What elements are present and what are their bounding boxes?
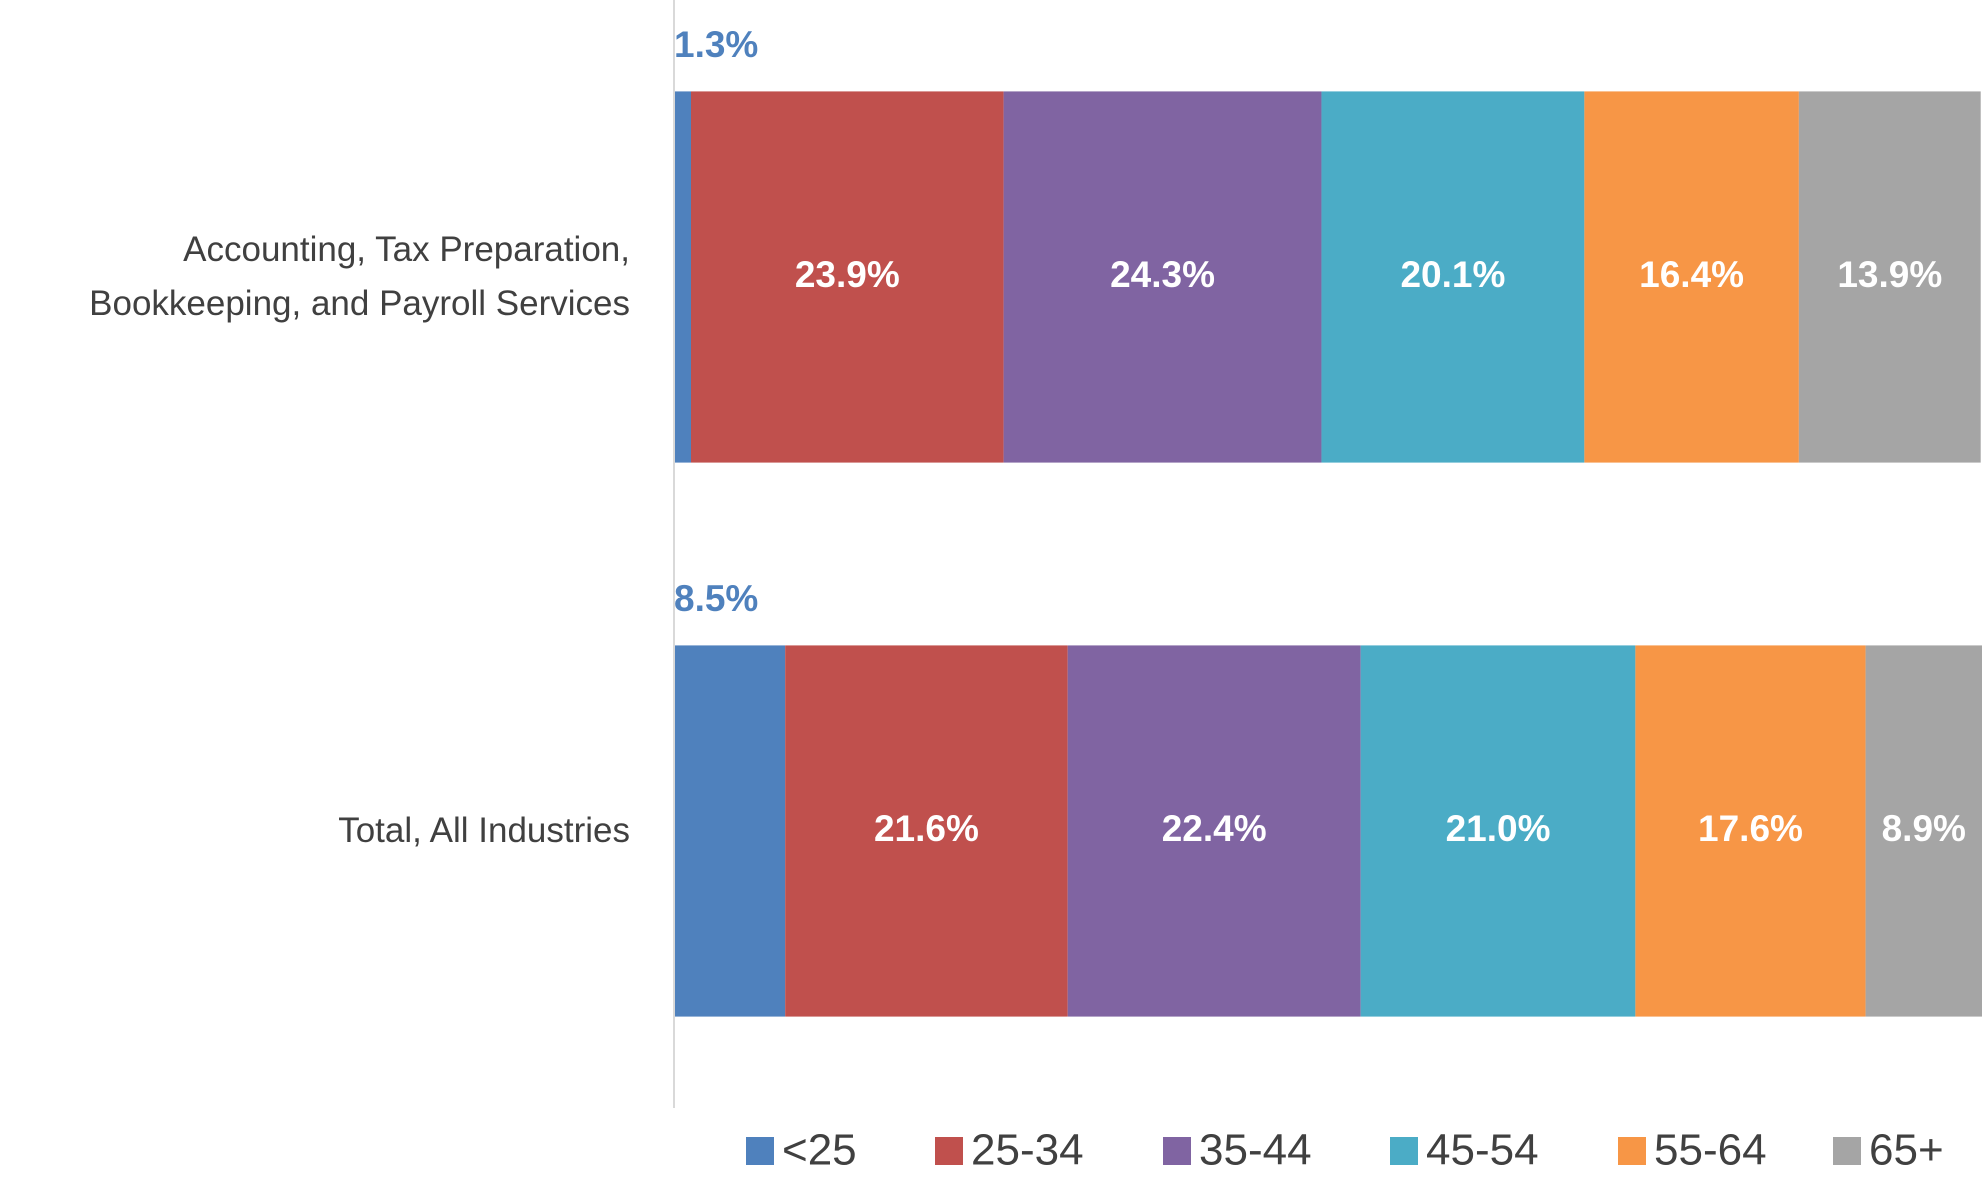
bar-segment bbox=[1067, 645, 1361, 1017]
data-label: 21.0% bbox=[1446, 808, 1551, 849]
legend-swatch bbox=[1163, 1137, 1191, 1165]
bar-segment bbox=[1798, 91, 1981, 463]
bar-segment bbox=[785, 645, 1068, 1017]
legend-label: 25-34 bbox=[971, 1126, 1084, 1175]
data-label: 1.3% bbox=[674, 24, 758, 65]
legend-label: 45-54 bbox=[1426, 1126, 1539, 1175]
bar-segment bbox=[1635, 645, 1866, 1017]
legend-swatch bbox=[1618, 1137, 1646, 1165]
data-label: 23.9% bbox=[795, 254, 900, 295]
data-label: 22.4% bbox=[1162, 808, 1267, 849]
bar-segment bbox=[1360, 645, 1636, 1017]
legend-swatch bbox=[1833, 1137, 1861, 1165]
data-label: 17.6% bbox=[1698, 808, 1803, 849]
legend-swatch bbox=[746, 1137, 774, 1165]
legend-swatch bbox=[935, 1137, 963, 1165]
data-label: 21.6% bbox=[874, 808, 979, 849]
category-label: Total, All Industries bbox=[338, 811, 630, 850]
data-label: 20.1% bbox=[1400, 254, 1505, 295]
legend-label: 35-44 bbox=[1199, 1126, 1312, 1175]
legend-label: 65+ bbox=[1869, 1126, 1944, 1175]
data-label: 16.4% bbox=[1639, 254, 1744, 295]
bar-segment bbox=[1321, 91, 1585, 463]
bar-segment bbox=[674, 91, 692, 463]
data-label: 8.5% bbox=[674, 578, 758, 619]
data-label: 8.9% bbox=[1882, 808, 1966, 849]
bar-segment bbox=[674, 645, 786, 1017]
bar-segment bbox=[1865, 645, 1982, 1017]
bar-segment bbox=[691, 91, 1004, 463]
data-label: 24.3% bbox=[1110, 254, 1215, 295]
bar-segment bbox=[1003, 91, 1322, 463]
category-label: Accounting, Tax Preparation, Bookkeeping… bbox=[89, 230, 630, 323]
bar-segment bbox=[1584, 91, 1799, 463]
legend-label: <25 bbox=[782, 1126, 857, 1175]
legend-swatch bbox=[1390, 1137, 1418, 1165]
legend-label: 55-64 bbox=[1654, 1126, 1767, 1175]
data-label: 13.9% bbox=[1837, 254, 1942, 295]
